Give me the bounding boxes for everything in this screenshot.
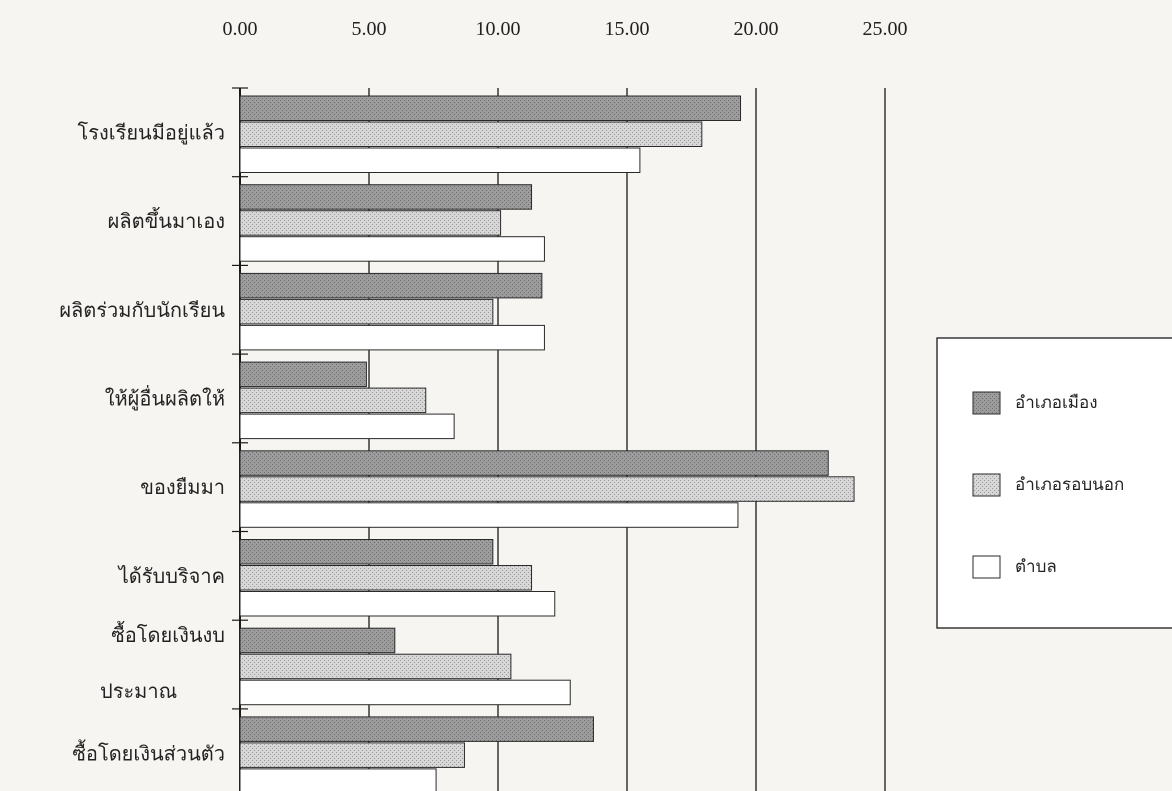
category-label: ผลิตร่วมกับนักเรียน <box>59 298 225 322</box>
bar-series-1 <box>239 476 855 502</box>
bar-series-0 <box>239 716 594 742</box>
bar-series-1 <box>239 742 465 768</box>
bar-series-2 <box>239 768 437 791</box>
category-label-continued: ประมาณ <box>100 679 177 703</box>
category-label: โรงเรียนมีอยู่แล้ว <box>77 120 225 145</box>
bar-series-1 <box>239 298 494 325</box>
x-tick-label: 10.00 <box>476 18 521 40</box>
bar-series-1 <box>239 121 703 147</box>
category-label: ให้ผู้อื่นผลิตให้ <box>105 384 225 411</box>
bar-series-0 <box>239 95 742 121</box>
x-tick-label: 20.00 <box>734 18 779 40</box>
x-tick-label: 5.00 <box>352 18 387 40</box>
bar-series-0 <box>239 184 533 210</box>
category-label: ซื้อโดยเงินส่วนตัว <box>72 739 225 765</box>
bar-series-2 <box>239 324 545 351</box>
bar-series-0 <box>239 361 367 388</box>
bar-series-1 <box>239 387 427 414</box>
legend-swatch <box>972 473 1001 497</box>
x-tick-label: 15.00 <box>605 18 650 40</box>
bar-series-1 <box>239 653 512 680</box>
category-label: ซื้อโดยเงินงบ <box>111 621 225 647</box>
bar-series-1 <box>239 210 502 236</box>
bar-series-0 <box>239 627 396 654</box>
bar-series-2 <box>239 502 739 528</box>
bar-series-1 <box>239 565 533 591</box>
bar-series-0 <box>239 272 543 299</box>
x-tick-label: 25.00 <box>863 18 908 40</box>
bar-series-2 <box>239 413 455 440</box>
bar-series-0 <box>239 539 494 565</box>
category-label: ของยืมมา <box>140 475 225 499</box>
bar-series-2 <box>239 236 545 262</box>
plot-area: 0.00 5.00 10.00 15.00 20.00 25.00 โรงเรียนมีอย… <box>59 18 908 791</box>
bar-series-2 <box>239 591 556 617</box>
bar-series-2 <box>239 147 641 173</box>
legend-label: ตำบล <box>1015 557 1057 577</box>
x-tick-label: 0.00 <box>223 18 258 40</box>
category-label: ได้รับบริจาค <box>117 564 225 588</box>
bar-series-0 <box>239 450 829 476</box>
category-label: ผลิตขึ้นมาเอง <box>108 207 225 233</box>
legend-swatch <box>972 391 1001 415</box>
legend-swatch <box>972 555 1001 579</box>
bar-series-2 <box>239 679 571 706</box>
legend-label: อำเภอเมือง <box>1015 393 1098 413</box>
legend-label: อำเภอรอบนอก <box>1015 475 1124 495</box>
